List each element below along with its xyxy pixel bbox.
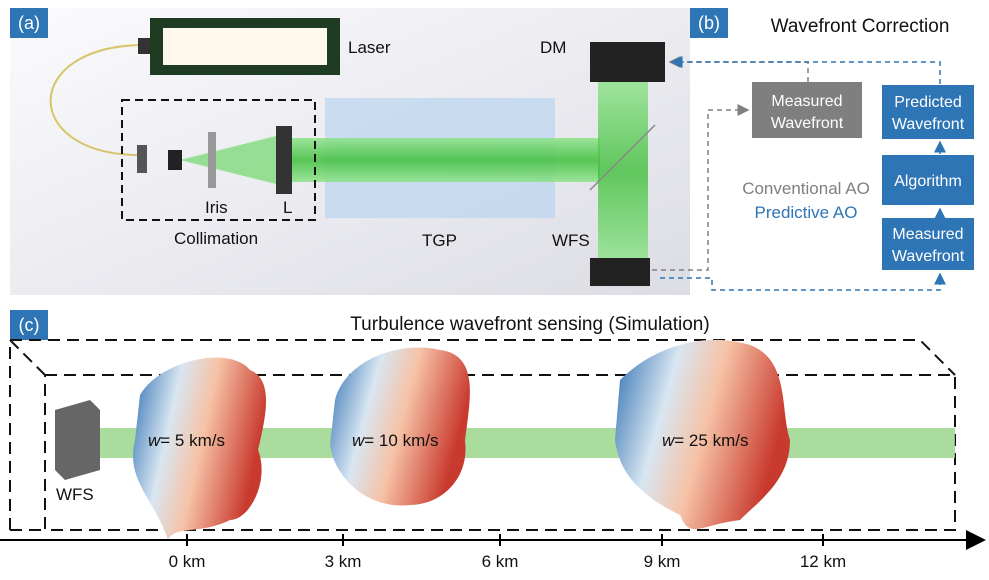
arrow	[670, 62, 808, 82]
iris-label: Iris	[205, 198, 228, 217]
box-text: Measured	[892, 226, 963, 243]
lens-label: L	[283, 198, 292, 217]
lens	[276, 126, 292, 194]
panel-label: (c)	[19, 315, 40, 335]
distance-label: 6 km	[482, 552, 519, 571]
layer-label: w= 10 km/s	[352, 431, 438, 450]
collimation-label: Collimation	[174, 229, 258, 248]
value: = 5 km/s	[160, 431, 225, 450]
panel-b: (b) Wavefront Correction Measured Wavefr…	[652, 8, 974, 290]
beam	[290, 138, 600, 182]
iris	[208, 132, 216, 188]
arrow	[660, 274, 940, 290]
distance-label: 0 km	[169, 552, 206, 571]
box-text: Predicted	[894, 94, 962, 111]
wfs-device	[590, 258, 650, 286]
legend-conventional: Conventional AO	[742, 179, 870, 198]
panel-title: Wavefront Correction	[771, 16, 950, 37]
wfs-label: WFS	[56, 485, 94, 504]
wavefront	[330, 347, 470, 505]
distance-label: 9 km	[644, 552, 681, 571]
panel-label: (a)	[18, 13, 40, 33]
box-text: Wavefront	[892, 116, 965, 133]
panel-c: (c) Turbulence wavefront sensing (Simula…	[0, 310, 984, 571]
box-text: Measured	[771, 93, 842, 110]
tgp-label: TGP	[422, 231, 457, 250]
arrow	[672, 62, 940, 84]
box-text: Wavefront	[771, 115, 844, 132]
wfs-cube	[55, 400, 100, 480]
box-text: Wavefront	[892, 248, 965, 265]
dm-label: DM	[540, 38, 566, 57]
value: = 10 km/s	[364, 431, 438, 450]
layer-label: w= 5 km/s	[148, 431, 225, 450]
pinhole	[137, 145, 147, 173]
wfs-label: WFS	[552, 231, 590, 250]
objective	[168, 150, 182, 170]
distance-label: 12 km	[800, 552, 846, 571]
deformable-mirror	[590, 42, 665, 82]
figure: (a) Laser Iris L Collimation TGP DM WFS …	[0, 0, 989, 575]
laser-label: Laser	[348, 38, 391, 57]
laser-window	[163, 28, 327, 65]
box-text: Algorithm	[894, 173, 962, 190]
panel-title: Turbulence wavefront sensing (Simulation…	[350, 314, 709, 335]
distance-label: 3 km	[325, 552, 362, 571]
legend-predictive: Predictive AO	[755, 203, 858, 222]
connector	[138, 38, 152, 54]
beam-vertical	[598, 80, 648, 262]
value: = 25 km/s	[674, 431, 748, 450]
layer-label: w= 25 km/s	[662, 431, 748, 450]
panel-a: (a) Laser Iris L Collimation TGP DM WFS	[10, 8, 690, 295]
panel-label: (b)	[698, 13, 720, 33]
